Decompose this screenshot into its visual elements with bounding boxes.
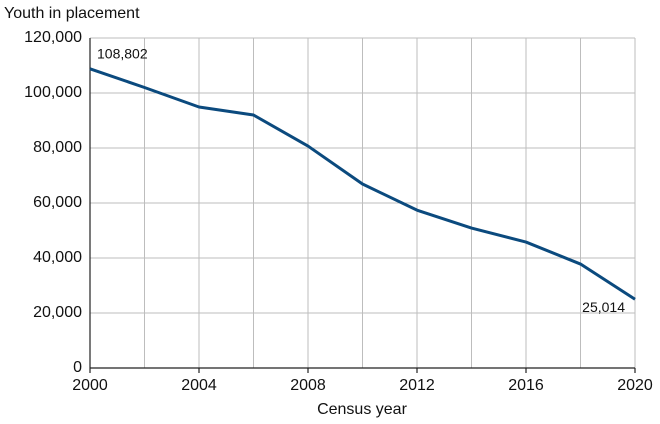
y-tick-label: 0 (73, 359, 82, 376)
x-tick-label: 2000 (72, 377, 108, 394)
line-series (89, 67, 636, 301)
x-tick-label: 2016 (508, 377, 544, 394)
x-axis-label: Census year (317, 401, 407, 418)
y-tick-label: 100,000 (24, 84, 82, 101)
x-tick-label: 2012 (399, 377, 435, 394)
x-tick-label: 2004 (181, 377, 217, 394)
x-tick-label: 2020 (617, 377, 653, 394)
y-tick-label: 40,000 (33, 249, 82, 266)
data-label: 25,014 (582, 299, 625, 315)
x-tick-label: 2008 (290, 377, 326, 394)
y-tick-label: 120,000 (24, 29, 82, 46)
y-axis-label: Youth in placement (4, 5, 140, 22)
y-tick-label: 20,000 (33, 304, 82, 321)
y-tick-label: 60,000 (33, 194, 82, 211)
y-tick-label: 80,000 (33, 139, 82, 156)
data-label: 108,802 (97, 45, 148, 61)
